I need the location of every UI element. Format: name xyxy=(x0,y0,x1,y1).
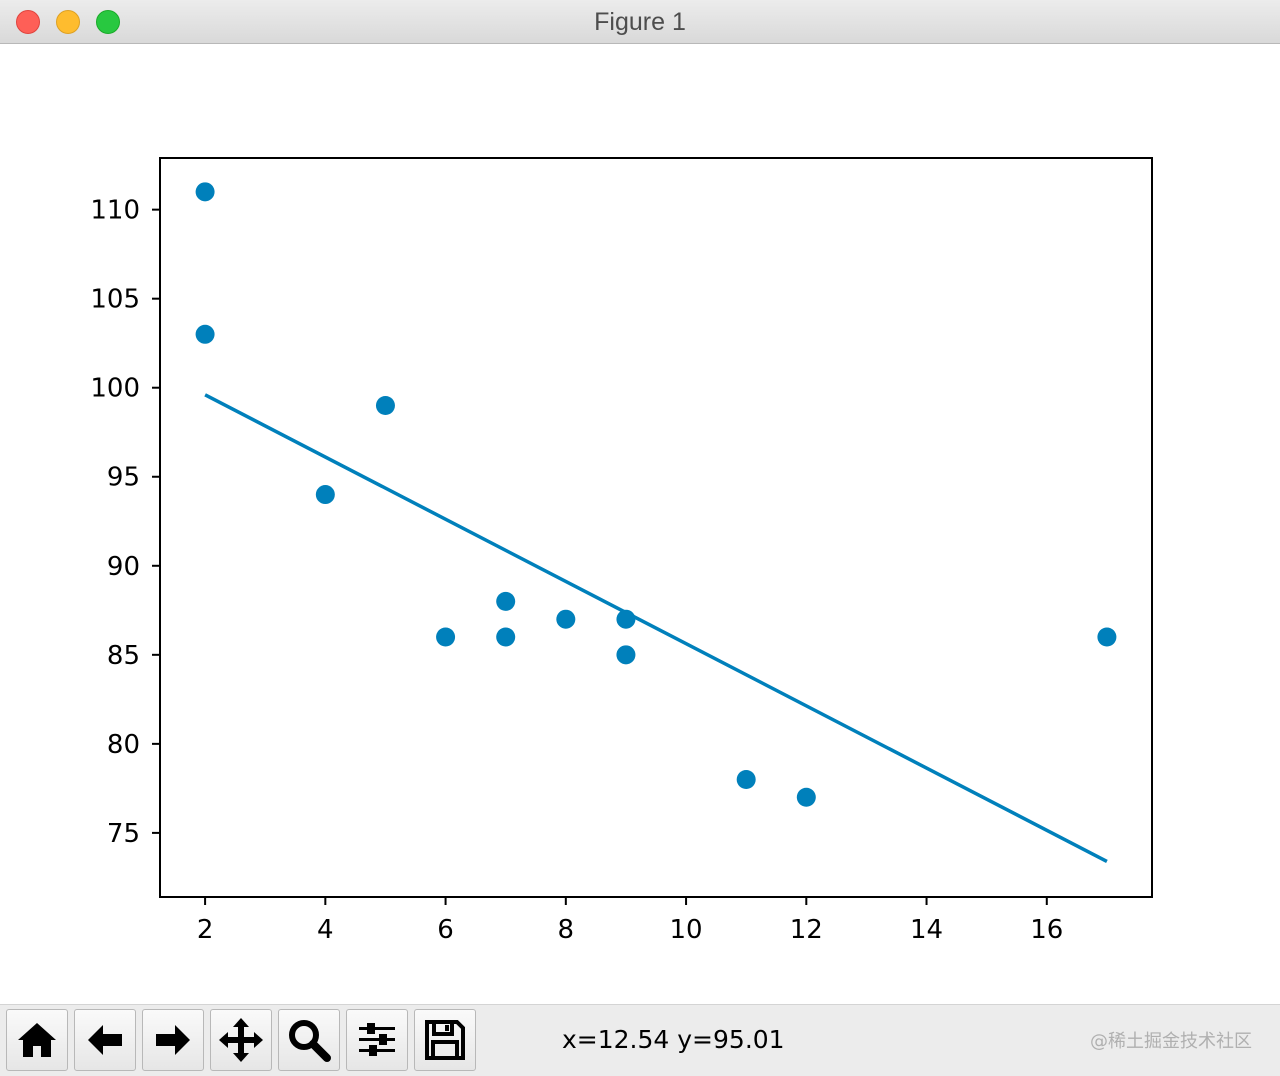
scatter-point xyxy=(496,591,516,611)
scatter-point xyxy=(556,609,576,629)
arrow-right-icon xyxy=(156,1025,190,1055)
axes-frame xyxy=(159,157,1153,898)
y-tick-label: 110 xyxy=(90,196,140,226)
y-tick-label: 105 xyxy=(90,285,140,315)
y-tick-label: 100 xyxy=(90,374,140,404)
watermark-text: @稀土掘金技术社区 xyxy=(1090,1031,1252,1052)
figure-canvas[interactable]: 2 4 6 8 10 12 14 16 75 80 85 90 95 100 105 110 xyxy=(0,44,1280,1004)
scatter-point xyxy=(195,182,215,202)
x-tick-label: 12 xyxy=(790,915,823,945)
x-tick-label: 10 xyxy=(670,915,703,945)
x-tick-label: 4 xyxy=(317,915,334,945)
x-tick-label: 8 xyxy=(558,915,575,945)
zoom-button[interactable] xyxy=(278,1009,340,1071)
x-tick-label: 14 xyxy=(910,915,943,945)
scatter-chart[interactable]: 2 4 6 8 10 12 14 16 75 80 85 90 95 100 105 110 xyxy=(0,44,1280,1004)
scatter-point xyxy=(496,627,516,647)
back-button[interactable] xyxy=(74,1009,136,1071)
scatter-point xyxy=(436,627,456,647)
scatter-point xyxy=(1097,627,1117,647)
y-tick-label: 85 xyxy=(107,641,140,671)
window-title: Figure 1 xyxy=(594,8,686,36)
scatter-point xyxy=(375,396,395,416)
scatter-point xyxy=(195,324,215,344)
minimize-window-button[interactable] xyxy=(56,10,80,34)
scatter-point xyxy=(796,787,816,807)
magnifier-icon xyxy=(289,1020,331,1062)
y-tick-label: 90 xyxy=(107,552,140,582)
arrow-left-icon xyxy=(88,1025,122,1055)
floppy-disk-icon xyxy=(425,1020,465,1060)
scatter-point xyxy=(315,485,335,505)
sliders-icon xyxy=(359,1023,395,1056)
close-window-button[interactable] xyxy=(16,10,40,34)
pan-button[interactable] xyxy=(210,1009,272,1071)
configure-subplots-button[interactable] xyxy=(346,1009,408,1071)
x-tick-label: 6 xyxy=(437,915,454,945)
x-tick-label: 16 xyxy=(1030,915,1063,945)
home-icon xyxy=(18,1023,56,1057)
y-tick-label: 80 xyxy=(107,730,140,760)
scatter-point xyxy=(736,769,756,789)
navigation-toolbar: x=12.54 y=95.01 @稀土掘金技术社区 xyxy=(0,1004,1280,1076)
title-bar: Figure 1 xyxy=(0,0,1280,44)
save-button[interactable] xyxy=(414,1009,476,1071)
y-tick-label: 75 xyxy=(107,819,140,849)
forward-button[interactable] xyxy=(142,1009,204,1071)
regression-line xyxy=(204,393,1108,863)
y-tick-label: 95 xyxy=(107,463,140,493)
cursor-coordinates: x=12.54 y=95.01 xyxy=(562,1025,785,1054)
x-tick-label: 2 xyxy=(197,915,214,945)
zoom-window-button[interactable] xyxy=(96,10,120,34)
home-button[interactable] xyxy=(6,1009,68,1071)
move-icon xyxy=(219,1018,263,1062)
scatter-point xyxy=(616,645,636,665)
